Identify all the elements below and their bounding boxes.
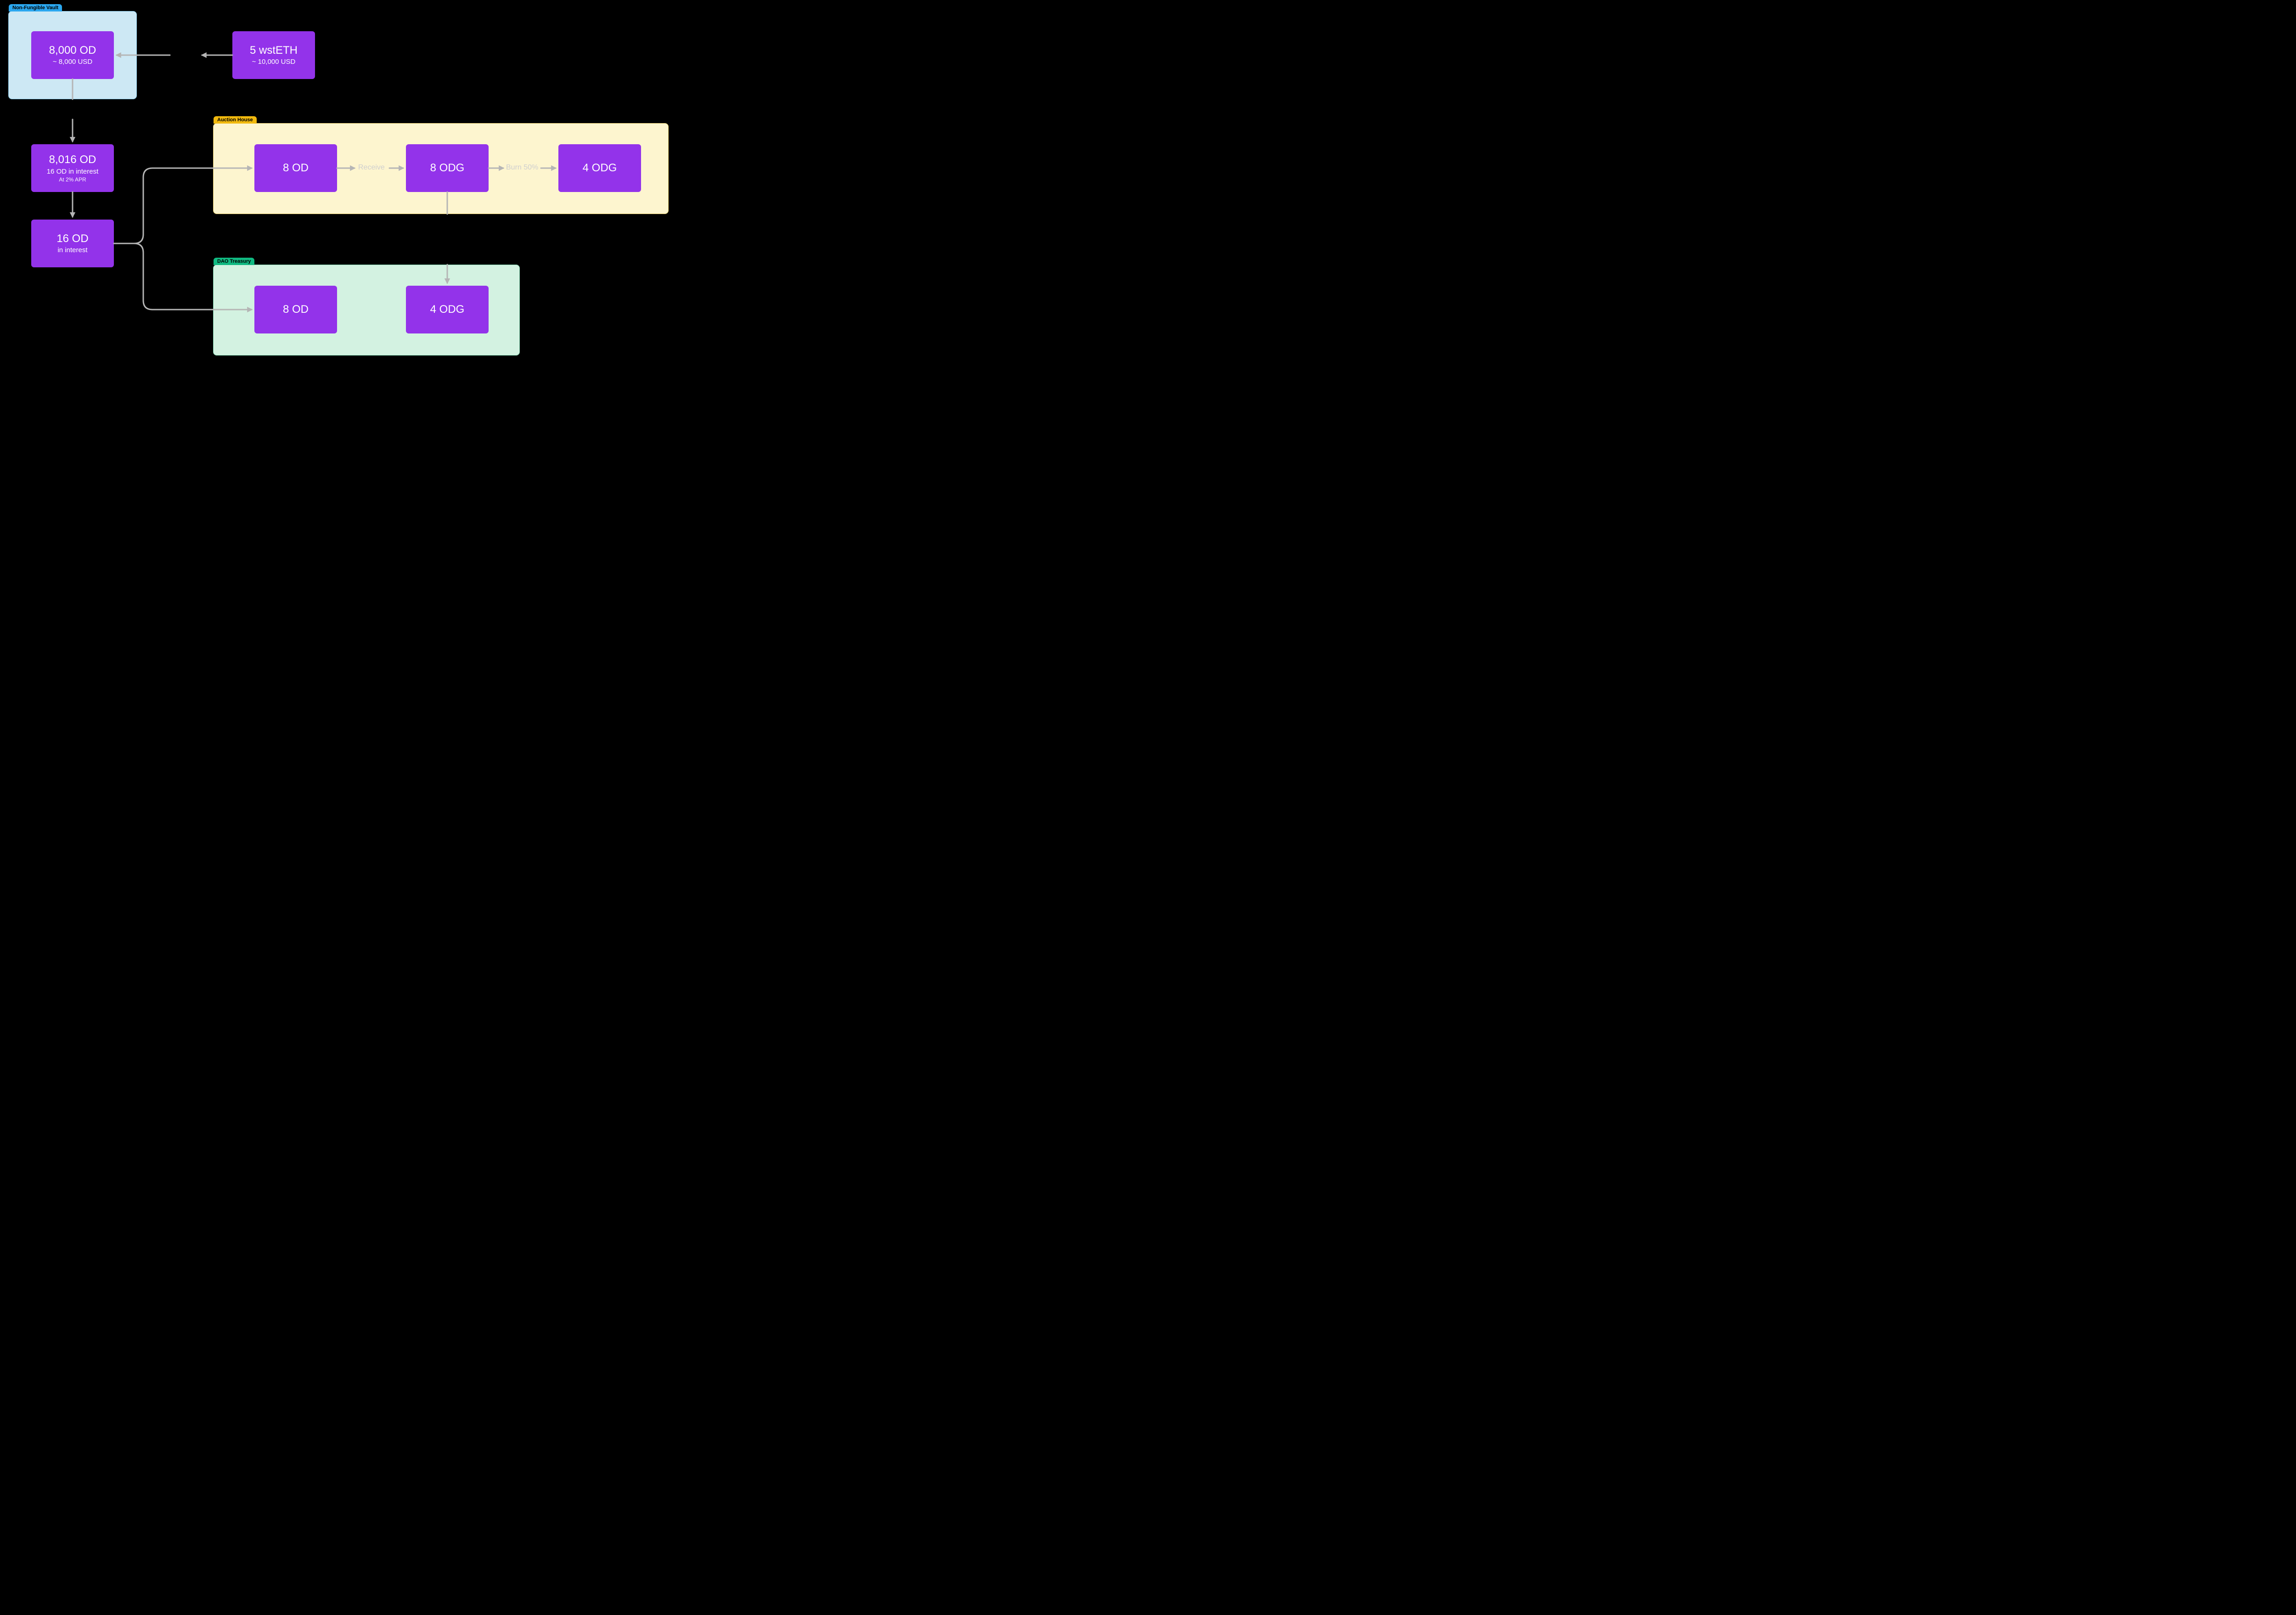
node-subtitle: ~ 10,000 USD <box>252 58 296 66</box>
node-16-od: 16 OD in interest <box>31 220 114 267</box>
node-subtitle: in interest <box>57 246 87 254</box>
node-title: 8 OD <box>283 303 309 316</box>
node-subtitle: ~ 8,000 USD <box>53 58 92 66</box>
node-auction-8-odg: 8 ODG <box>406 144 489 192</box>
node-subtitle-2: At 2% APR <box>59 176 86 183</box>
node-title: 8,000 OD <box>49 44 96 57</box>
node-8000-od: 8,000 OD ~ 8,000 USD <box>31 31 114 79</box>
node-auction-8-od: 8 OD <box>254 144 337 192</box>
edge-label-receive: Receive <box>358 164 385 172</box>
edge-split-to-ah <box>114 168 210 243</box>
node-title: 16 OD <box>56 232 88 246</box>
node-treasury-4-odg: 4 ODG <box>406 286 489 333</box>
node-title: 5 wstETH <box>250 44 298 57</box>
diagram-canvas: Non-Fungible Vault Auction House DAO Tre… <box>0 0 689 373</box>
node-5-wsteth: 5 wstETH ~ 10,000 USD <box>232 31 315 79</box>
group-tag-auction: Auction House <box>214 116 257 124</box>
node-8016-od: 8,016 OD 16 OD in interest At 2% APR <box>31 144 114 192</box>
edge-split-to-tr <box>114 243 210 310</box>
edge-label-burn-50: Burn 50% <box>506 164 538 172</box>
node-title: 8 ODG <box>430 162 465 175</box>
node-treasury-8-od: 8 OD <box>254 286 337 333</box>
group-tag-vault: Non-Fungible Vault <box>9 4 62 11</box>
node-subtitle: 16 OD in interest <box>47 168 99 176</box>
node-auction-4-odg: 4 ODG <box>558 144 641 192</box>
node-title: 4 ODG <box>583 162 617 175</box>
node-title: 8,016 OD <box>49 153 96 167</box>
group-tag-treasury: DAO Treasury <box>214 258 254 265</box>
node-title: 8 OD <box>283 162 309 175</box>
node-title: 4 ODG <box>430 303 465 316</box>
